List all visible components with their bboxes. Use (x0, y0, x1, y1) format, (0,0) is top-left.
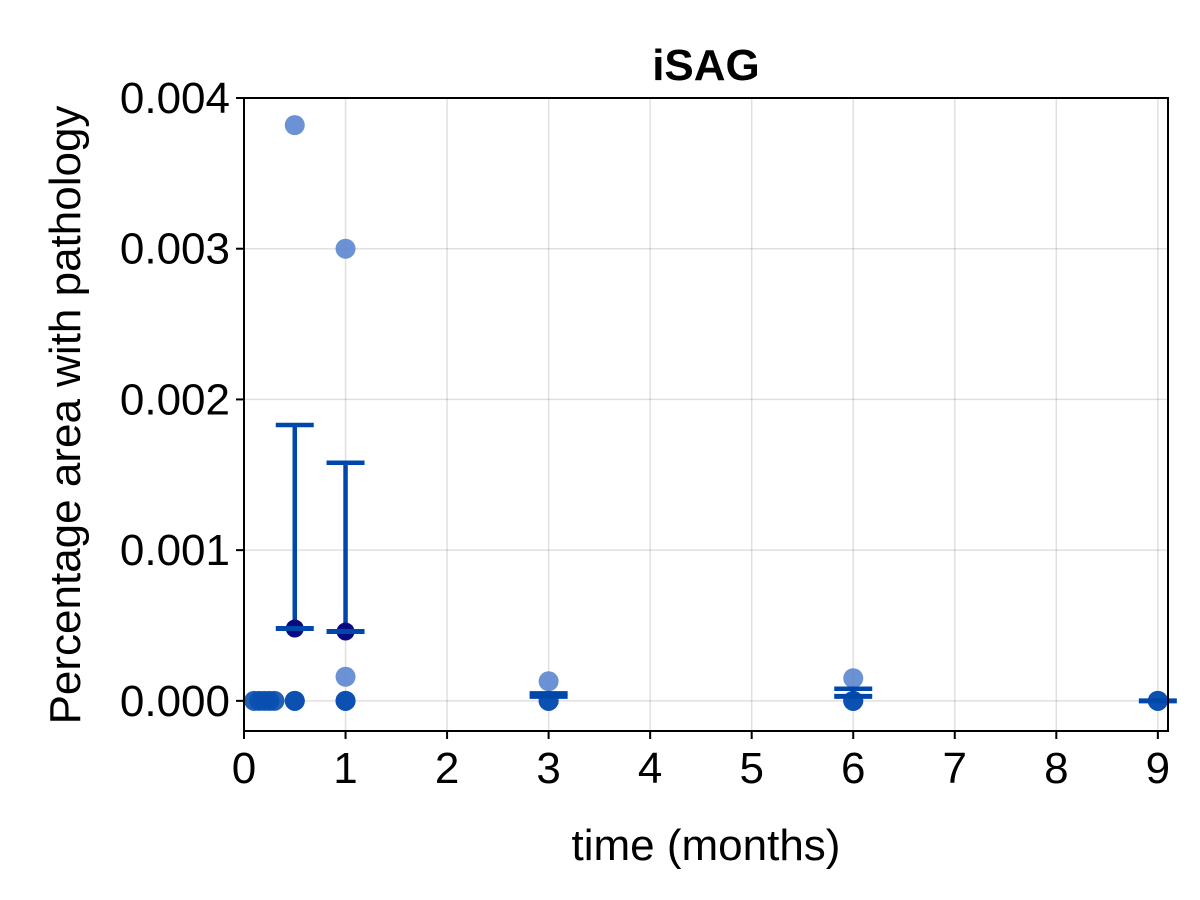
x-tick-label: 0 (232, 744, 256, 793)
data-point (538, 671, 559, 692)
y-tick-label: 0.001 (120, 526, 230, 575)
x-tick-label: 7 (943, 744, 967, 793)
x-axis-title: time (months) (572, 821, 841, 870)
x-tick-label: 1 (333, 744, 357, 793)
plot-frame (243, 97, 1169, 732)
x-tick-label: 8 (1044, 744, 1068, 793)
chart-title: iSAG (652, 41, 760, 90)
x-tick-label: 2 (435, 744, 459, 793)
summary-layer (275, 422, 1177, 704)
x-tick-label: 4 (638, 744, 662, 793)
y-axis-title: Percentage area with pathology (41, 106, 90, 725)
x-tick-label: 5 (739, 744, 763, 793)
y-tick-label: 0.002 (120, 375, 230, 424)
grid-layer (243, 97, 1168, 731)
points-layer (244, 115, 1168, 711)
data-point (264, 690, 285, 711)
x-tick-label: 9 (1146, 744, 1170, 793)
data-point (335, 666, 356, 687)
y-axis: 0.000 0.001 0.002 0.003 0.004 (120, 74, 244, 726)
data-point (335, 690, 356, 711)
x-axis: 0 1 2 3 4 5 6 7 8 9 (232, 731, 1170, 793)
data-point (335, 238, 356, 259)
x-tick-label: 3 (536, 744, 560, 793)
data-point (284, 115, 305, 136)
data-point (843, 668, 864, 689)
y-tick-label: 0.004 (120, 74, 230, 123)
x-tick-label: 6 (841, 744, 865, 793)
data-point (284, 690, 305, 711)
y-tick-label: 0.003 (120, 225, 230, 274)
y-tick-label: 0.000 (120, 677, 230, 726)
